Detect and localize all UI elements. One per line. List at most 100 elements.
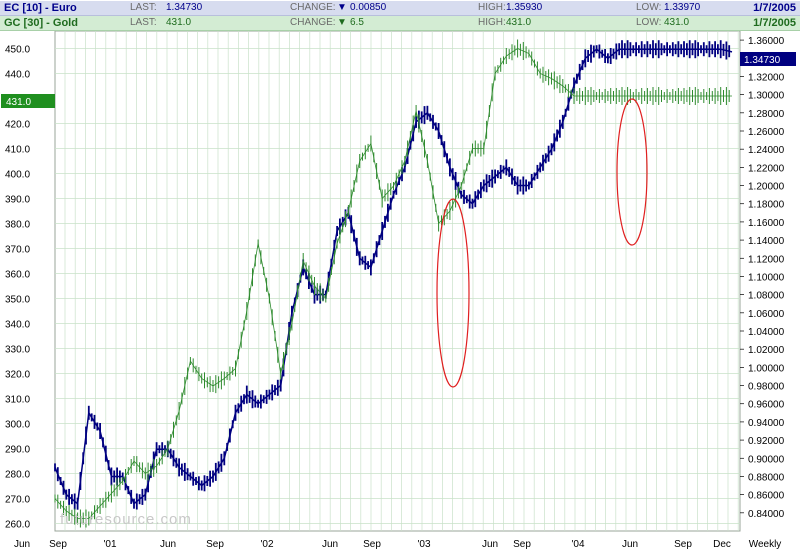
gold-last-label: LAST: — [130, 17, 157, 28]
euro-change-value: 0.00850 — [350, 2, 387, 13]
left-axis: 260.0 270.0 280.0 290.0 300.0 310.0 320.0 330.0… — [5, 45, 30, 531]
series-gold — [54, 39, 732, 528]
gold-date: 1/7/2005 — [753, 17, 796, 29]
annotation-circle-2004 — [616, 98, 648, 246]
gold-high-value: 431.0 — [506, 17, 532, 28]
x-tick-label: Jun — [14, 539, 30, 550]
euro-last-badge — [740, 52, 796, 66]
right-tick-label: 1.04000 — [748, 327, 785, 338]
right-tick-label: 1.30000 — [748, 91, 785, 102]
euro-change-label: CHANGE: — [290, 2, 336, 13]
right-tick-label: 1.16000 — [748, 218, 785, 229]
right-tick-label: 0.86000 — [748, 491, 785, 502]
x-tick-label: Jun — [160, 539, 176, 550]
left-tick-label: 380.0 — [5, 220, 30, 231]
x-tick-label: Weekly — [749, 539, 782, 550]
right-tick-label: 1.14000 — [748, 236, 785, 247]
right-tick-label: 1.24000 — [748, 145, 785, 156]
x-tick-label: '01 — [103, 539, 116, 550]
right-tick-label: 1.28000 — [748, 109, 785, 120]
right-tick-label: 0.92000 — [748, 436, 785, 447]
left-tick-label: 370.0 — [5, 245, 30, 256]
x-tick-label: Dec — [713, 539, 731, 550]
left-tick-label: 390.0 — [5, 195, 30, 206]
left-tick-label: 260.0 — [5, 520, 30, 531]
right-tick-label: 1.02000 — [748, 345, 785, 356]
x-axis: Jun Sep '01 Jun Sep '02 Jun Sep '03 Jun Sep '04 Jun S… — [14, 539, 781, 550]
euro-high-label: HIGH: — [478, 2, 506, 13]
left-tick-label: 440.0 — [5, 70, 30, 81]
annotations — [436, 98, 648, 388]
euro-date: 1/7/2005 — [753, 2, 796, 14]
left-tick-label: 450.0 — [5, 45, 30, 56]
right-axis: 0.84000 0.86000 0.88000 0.90000 0.92000 0.940… — [740, 36, 785, 520]
x-tick-label: Jun — [622, 539, 638, 550]
x-tick-label: Sep — [49, 539, 67, 550]
right-tick-label: 1.10000 — [748, 272, 785, 283]
right-tick-label: 0.90000 — [748, 454, 785, 465]
left-tick-label: 310.0 — [5, 395, 30, 406]
left-tick-label: 350.0 — [5, 295, 30, 306]
left-tick-label: 290.0 — [5, 445, 30, 456]
x-tick-label: Sep — [674, 539, 692, 550]
euro-last-label: LAST: — [130, 2, 157, 13]
gold-change-label: CHANGE: — [290, 17, 336, 28]
left-tick-label: 340.0 — [5, 320, 30, 331]
grid — [55, 31, 740, 531]
left-tick-label: 280.0 — [5, 470, 30, 481]
euro-high-value: 1.35930 — [506, 2, 543, 13]
annotation-circle-2003 — [436, 198, 470, 388]
x-tick-label: Jun — [482, 539, 498, 550]
euro-low-value: 1.33970 — [664, 2, 701, 13]
euro-symbol: EC [10] - Euro — [4, 2, 77, 14]
gold-symbol: GC [30] - Gold — [4, 17, 78, 29]
left-tick-label: 330.0 — [5, 345, 30, 356]
euro-last-value: 1.34730 — [166, 2, 203, 13]
right-tick-label: 1.32000 — [748, 72, 785, 83]
left-tick-label: 420.0 — [5, 120, 30, 131]
down-arrow-icon: ▼ — [337, 2, 347, 13]
right-tick-label: 1.06000 — [748, 309, 785, 320]
gold-change-value: 6.5 — [350, 17, 364, 28]
right-tick-label: 0.96000 — [748, 400, 785, 411]
x-tick-label: Sep — [363, 539, 381, 550]
right-tick-label: 1.00000 — [748, 363, 785, 374]
badges: 431.0 1.34730 — [1, 52, 796, 108]
x-tick-label: Sep — [206, 539, 224, 550]
x-tick-label: '03 — [417, 539, 430, 550]
gold-quote-bar: GC [30] - Gold LAST: 431.0 CHANGE: ▼ 6.5… — [0, 16, 800, 31]
gold-last-badge-text: 431.0 — [6, 97, 31, 108]
left-tick-label: 270.0 — [5, 495, 30, 506]
plot-area — [54, 31, 741, 532]
right-tick-label: 1.18000 — [748, 200, 785, 211]
right-tick-label: 1.26000 — [748, 127, 785, 138]
gold-low-label: LOW: — [636, 17, 662, 28]
euro-quote-bar: EC [10] - Euro LAST: 1.34730 CHANGE: ▼ 0… — [0, 1, 800, 16]
right-tick-label: 0.84000 — [748, 509, 785, 520]
right-tick-label: 0.94000 — [748, 418, 785, 429]
left-tick-label: 400.0 — [5, 170, 30, 181]
x-tick-label: Jun — [322, 539, 338, 550]
series-line — [54, 48, 732, 519]
right-tick-label: 1.08000 — [748, 291, 785, 302]
gold-high-label: HIGH: — [478, 17, 506, 28]
series-layer — [54, 39, 733, 528]
right-tick-label: 0.88000 — [748, 472, 785, 483]
gold-last-badge — [1, 94, 55, 108]
watermark: futuresource.com — [60, 511, 192, 528]
price-chart: 260.0 270.0 280.0 290.0 300.0 310.0 320.0 330.0… — [1, 31, 796, 550]
left-tick-label: 360.0 — [5, 270, 30, 281]
right-tick-label: 1.36000 — [748, 36, 785, 47]
right-tick-label: 1.20000 — [748, 182, 785, 193]
left-tick-label: 320.0 — [5, 370, 30, 381]
right-tick-label: 0.98000 — [748, 382, 785, 393]
left-tick-label: 410.0 — [5, 145, 30, 156]
x-tick-label: Sep — [513, 539, 531, 550]
right-tick-label: 1.22000 — [748, 163, 785, 174]
gold-low-value: 431.0 — [664, 17, 690, 28]
x-tick-label: '04 — [571, 539, 584, 550]
x-tick-label: '02 — [260, 539, 273, 550]
euro-last-badge-text: 1.34730 — [744, 55, 781, 66]
gold-last-value: 431.0 — [166, 17, 192, 28]
right-tick-label: 1.12000 — [748, 254, 785, 265]
